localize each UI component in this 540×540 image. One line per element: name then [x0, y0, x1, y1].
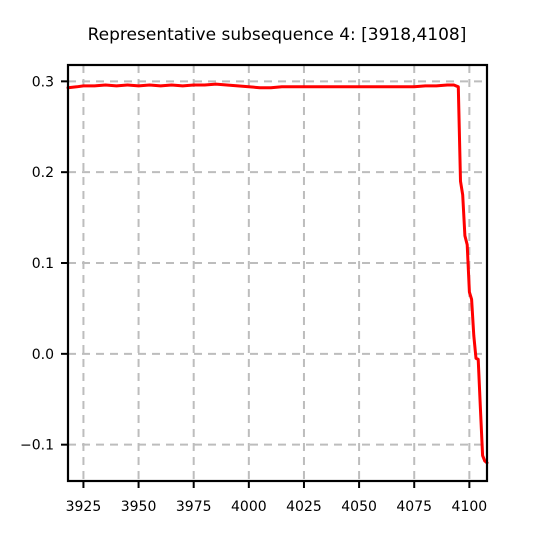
x-axis: 3925 3950 3975 4000 4025 4050 4075 4100 [66, 481, 488, 515]
x-tick-label: 4050 [341, 499, 377, 515]
series-layer [66, 82, 489, 465]
y-tick-label: 0.3 [32, 74, 54, 90]
series-line [66, 82, 489, 465]
y-tick-label: 0.1 [32, 256, 54, 272]
y-tick-label: 0.2 [32, 165, 54, 181]
y-axis: −0.1 0.0 0.1 0.2 0.3 [20, 74, 68, 454]
y-tick-label: 0.0 [32, 347, 54, 363]
y-tick-label: −0.1 [20, 438, 54, 454]
x-tick-label: 4075 [396, 499, 432, 515]
x-tick-label: 4025 [286, 499, 322, 515]
plot-frame [66, 63, 489, 483]
gridlines [68, 65, 487, 481]
x-tick-label: 3950 [121, 499, 157, 515]
x-tick-label: 4100 [452, 499, 488, 515]
x-tick-label: 3975 [176, 499, 212, 515]
x-tick-label: 3925 [66, 499, 102, 515]
x-tick-label: 4000 [231, 499, 267, 515]
chart-title: Representative subsequence 4: [3918,4108… [88, 25, 467, 45]
